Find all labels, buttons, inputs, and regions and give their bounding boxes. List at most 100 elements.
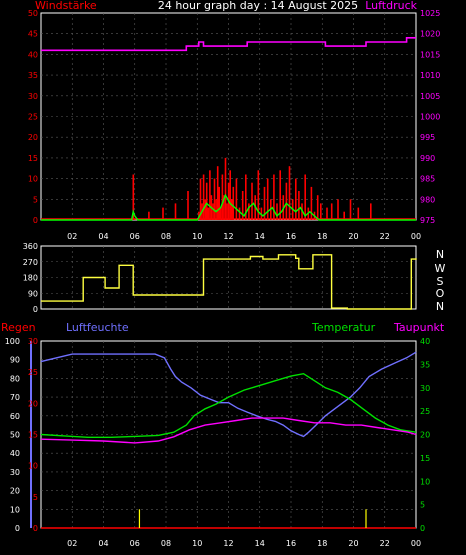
direction-tick-label: 270 — [23, 258, 38, 267]
temperature-tick-label: 10 — [420, 477, 430, 486]
compass-label: W — [435, 262, 446, 275]
wind-speed-bar — [320, 203, 322, 220]
humidity-axis-title: Luftfeuchte — [66, 321, 129, 334]
pressure-tick-label: 980 — [420, 195, 435, 204]
wind-speed-bar — [310, 186, 313, 220]
wind-speed-bar — [357, 207, 360, 220]
pressure-axis-title: Luftdruck — [365, 0, 417, 12]
wind-speed-bar — [209, 170, 211, 220]
rain-tick-label: 5 — [33, 493, 38, 502]
humidity-tick-label: 80 — [10, 374, 20, 383]
wind-speed-tick-label: 10 — [28, 175, 38, 184]
time-tick-label: 18 — [317, 232, 327, 241]
temperature-tick-label: 30 — [420, 384, 430, 393]
rain-tick-label: 10 — [28, 462, 38, 471]
wind-speed-bar — [245, 174, 247, 220]
time-tick-label: 02 — [67, 232, 77, 241]
wind-speed-bar — [326, 207, 328, 220]
wind-speed-tick-label: 45 — [28, 30, 38, 39]
wind-speed-bar — [226, 203, 228, 220]
humidity-tick-label: 10 — [10, 505, 20, 514]
humidity-tick-label: 70 — [10, 393, 20, 402]
gust-series-line — [41, 193, 416, 221]
wind-speed-bar — [215, 199, 217, 220]
temperature-tick-label: 0 — [420, 524, 425, 533]
humidity-tick-label: 90 — [10, 356, 20, 365]
wind-speed-tick-label: 25 — [28, 113, 38, 122]
wind-speed-bar — [273, 174, 275, 220]
wind-speed-bar — [316, 195, 319, 220]
wind-speed-bar — [330, 203, 333, 220]
wind-speed-bar — [212, 203, 214, 220]
humidity-tick-label: 60 — [10, 412, 20, 421]
wind-speed-tick-label: 40 — [28, 50, 38, 59]
wind-speed-bar — [187, 191, 189, 220]
direction-series-line — [41, 254, 417, 310]
wind-speed-bar — [199, 178, 202, 220]
wind-speed-bar — [174, 203, 177, 220]
pressure-tick-label: 995 — [420, 133, 435, 142]
wind-speed-bar — [263, 186, 266, 220]
wind-speed-bar — [218, 186, 220, 220]
graph-title: 24 hour graph day : 14 August 2025 — [158, 0, 358, 12]
compass-label: S — [437, 275, 444, 288]
wind-speed-bar — [216, 166, 219, 220]
compass-label: N — [436, 300, 444, 313]
humidity-tick-label: 30 — [10, 468, 20, 477]
wind-speed-bar — [257, 170, 260, 220]
pressure-tick-label: 985 — [420, 175, 435, 184]
pressure-tick-label: 1000 — [420, 113, 440, 122]
direction-tick-label: 0 — [33, 305, 38, 314]
humidity-tick-label: 100 — [5, 337, 20, 346]
time-tick-label: 20 — [348, 539, 358, 548]
wind-speed-tick-label: 20 — [28, 133, 38, 142]
wind-speed-bar — [204, 199, 206, 220]
humidity-tick-label: 0 — [15, 524, 20, 533]
rain-tick-label: 0 — [33, 524, 38, 533]
temperature-tick-label: 40 — [420, 337, 430, 346]
time-tick-label: 16 — [286, 232, 296, 241]
dewpoint-series-line — [40, 417, 417, 444]
wind-speed-bar — [298, 191, 300, 220]
rain-tick-label: 15 — [28, 431, 38, 440]
pressure-tick-label: 1025 — [420, 9, 440, 18]
wind-speed-bar — [132, 174, 135, 220]
time-tick-label: 14 — [255, 232, 265, 241]
wind-speed-bar — [248, 203, 250, 220]
time-tick-label: 20 — [348, 232, 358, 241]
temperature-tick-label: 5 — [420, 501, 425, 510]
time-tick-label: 08 — [161, 539, 171, 548]
wind-speed-bar — [251, 182, 253, 220]
wind-speed-bar — [229, 170, 231, 220]
compass-label: O — [436, 287, 445, 300]
humidity-series-line — [40, 351, 417, 438]
wind-speed-bar — [241, 191, 244, 220]
pressure-tick-label: 1015 — [420, 50, 440, 59]
time-tick-label: 02 — [67, 539, 77, 548]
pressure-series-line — [41, 36, 416, 52]
temperature-axis-title: Temperatur — [311, 321, 376, 334]
rain-tick-label: 30 — [28, 337, 38, 346]
temperature-series-line — [40, 372, 417, 438]
time-tick-label: 18 — [317, 539, 327, 548]
time-tick-label: 16 — [286, 539, 296, 548]
time-tick-label: 04 — [98, 232, 108, 241]
direction-tick-label: 180 — [23, 274, 38, 283]
time-tick-label: 00 — [411, 232, 421, 241]
humidity-tick-label: 20 — [10, 487, 20, 496]
wind-speed-bar — [266, 178, 269, 220]
time-tick-label: 06 — [130, 539, 140, 548]
wind-speed-bar — [232, 186, 235, 220]
wind-speed-bar — [343, 211, 345, 220]
direction-tick-label: 90 — [28, 289, 38, 298]
rain-tick-label: 25 — [28, 368, 38, 377]
wind-speed-bar — [220, 207, 222, 220]
temperature-tick-label: 20 — [420, 431, 430, 440]
wind-speed-bar — [288, 166, 291, 220]
dewpoint-axis-title: Taupunkt — [393, 321, 445, 334]
wind-speed-bar — [230, 199, 233, 220]
wind-speed-bar — [207, 207, 210, 220]
wind-speed-bar — [224, 157, 227, 220]
wind-speed-bar — [148, 211, 150, 220]
